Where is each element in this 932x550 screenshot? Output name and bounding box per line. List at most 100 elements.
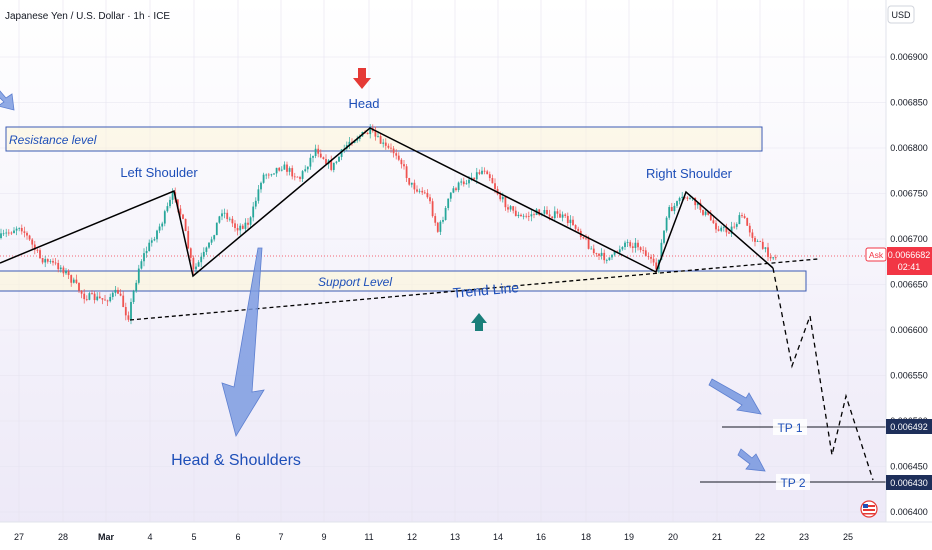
candle-body [442, 219, 444, 222]
time-tick-label: 13 [450, 532, 460, 542]
candle-body [213, 235, 216, 240]
candle-body [332, 162, 335, 170]
candle-body [176, 199, 179, 209]
candle-body [46, 259, 49, 262]
time-tick-label: 7 [278, 532, 283, 542]
candle-body [314, 148, 317, 157]
candle-body [104, 299, 106, 301]
candle-body [140, 261, 143, 269]
candle-body [660, 242, 663, 260]
candle-body [447, 198, 450, 208]
candle-body [72, 279, 75, 283]
candle-body [166, 206, 169, 212]
tp2-price-tag [886, 475, 932, 490]
candle-body [85, 299, 88, 300]
candle-body [91, 293, 93, 294]
candle-body [585, 238, 587, 240]
tp2-label-bg [776, 474, 810, 490]
candle-body [546, 210, 548, 215]
candle-body [384, 142, 387, 146]
tp1-label: TP 1 [777, 421, 802, 435]
candle-body [468, 179, 470, 184]
candle-body [426, 192, 429, 198]
candle-body [111, 292, 114, 297]
currency-button[interactable] [887, 5, 915, 24]
candle-body [678, 198, 681, 202]
candle-body [621, 247, 624, 250]
time-tick-label: 4 [147, 532, 152, 542]
candle-body [249, 217, 252, 225]
candle-body [460, 181, 463, 183]
time-tick-label: 20 [668, 532, 678, 542]
candle-body [335, 161, 338, 163]
candle-body [296, 176, 299, 178]
candle-body [387, 145, 390, 148]
candle-body [696, 202, 699, 206]
candle-body [499, 194, 502, 200]
candle-body [504, 196, 507, 208]
time-tick-label: 22 [755, 532, 765, 542]
candle-body [210, 239, 213, 243]
candle-body [582, 237, 585, 239]
candle-body [189, 248, 192, 258]
candle-body [59, 267, 62, 270]
candle-body [171, 192, 174, 200]
candle-body [553, 211, 556, 219]
candle-body [715, 223, 717, 230]
candle-body [650, 256, 652, 259]
candle-body [228, 218, 231, 220]
candle-body [218, 216, 221, 223]
candle-body [390, 147, 392, 149]
time-tick-label: 27 [14, 532, 24, 542]
candle-body [286, 164, 288, 172]
us-economic-event-icon[interactable] [860, 500, 878, 518]
candle-body [733, 226, 736, 228]
candle-body [179, 208, 182, 215]
candle-body [564, 214, 567, 216]
price-tick-label: 0.006800 [890, 143, 928, 153]
candle-body [668, 207, 671, 218]
candle-body [520, 214, 522, 217]
candle-body [592, 248, 595, 254]
candle-body [44, 259, 47, 263]
candle-body [525, 215, 528, 217]
candle-body [644, 250, 647, 257]
support-zone[interactable] [0, 270, 807, 292]
candle-body [457, 182, 460, 191]
tp1-price-value: 0.006492 [890, 422, 928, 432]
time-tick-label: 9 [321, 532, 326, 542]
price-tick-label: 0.006900 [890, 52, 928, 62]
candle-body [244, 222, 247, 229]
time-axis-panel[interactable] [0, 522, 932, 550]
candle-body [161, 223, 164, 227]
candle-body [611, 254, 613, 258]
candle-body [195, 266, 197, 270]
candle-body [304, 169, 307, 172]
candle-body [13, 230, 15, 234]
pattern-name-label: Head & Shoulders [171, 452, 301, 469]
candle-body [325, 159, 327, 165]
candle-body [265, 174, 268, 176]
symbol-title[interactable]: Japanese Yen / U.S. Dollar · 1h · ICE [5, 11, 170, 22]
time-tick-label: 14 [493, 532, 503, 542]
candle-body [613, 251, 616, 255]
neckline-trend-line [129, 258, 819, 321]
tp2-label: TP 2 [780, 476, 805, 490]
price-tick-label: 0.006400 [890, 507, 928, 517]
candle-body [509, 206, 512, 210]
resistance-level-label: Resistance level [9, 133, 97, 147]
candle-body [569, 219, 572, 224]
resistance-zone[interactable] [5, 126, 763, 152]
price-tick-label: 0.006850 [890, 98, 928, 108]
price-tick-label: 0.006600 [890, 325, 928, 335]
candle-body [41, 258, 44, 263]
candle-body [67, 271, 70, 276]
candle-body [590, 248, 593, 250]
candle-body [600, 252, 603, 256]
candle-body [738, 215, 741, 225]
candle-body [751, 232, 754, 238]
candle-body [156, 230, 158, 240]
candle-body [759, 241, 762, 242]
candle-body [434, 216, 437, 223]
